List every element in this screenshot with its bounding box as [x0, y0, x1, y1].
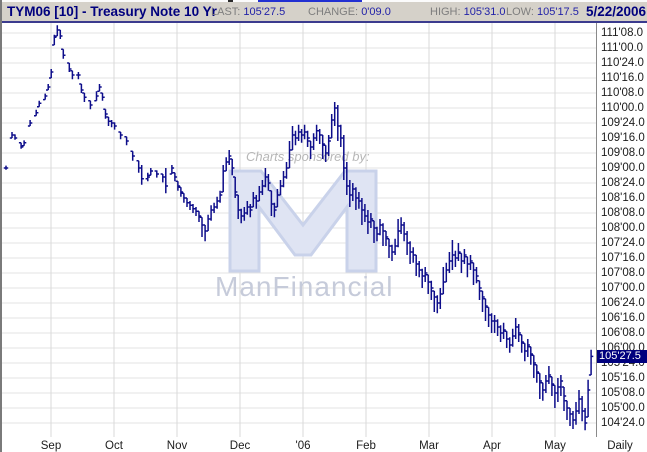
last-price-badge: 105'27.5 [597, 349, 647, 363]
month-label: May [544, 440, 566, 452]
last-value: 105'27.5 [243, 6, 286, 18]
price-axis-label: 109'08.0 [601, 147, 645, 159]
price-axis-label: 107'00.0 [601, 282, 645, 294]
price-axis-label: 105'08.0 [601, 387, 645, 399]
month-label: Sep [40, 440, 62, 452]
top-edge [2, 0, 647, 2]
month-label: Mar [419, 440, 439, 452]
price-axis-label: 107'24.0 [601, 237, 645, 249]
price-axis-label: 106'16.0 [601, 312, 645, 324]
price-axis-label: 109'24.0 [601, 117, 645, 129]
price-axis-label: 108'00.0 [601, 222, 645, 234]
month-label: Apr [483, 440, 501, 452]
high-label: HIGH: [430, 6, 461, 18]
month-label: Feb [356, 440, 376, 452]
stat-last: LAST: 105'27.5 [211, 6, 285, 18]
low-label: LOW: [506, 6, 534, 18]
price-axis-label: 104'24.0 [601, 417, 645, 429]
price-axis-label: 106'24.0 [601, 297, 645, 309]
price-axis-label: 108'24.0 [601, 177, 645, 189]
quote-date: 5/22/2006 [585, 4, 646, 19]
change-label: CHANGE: [308, 6, 359, 18]
price-axis-label: 109'16.0 [601, 132, 645, 144]
price-axis-label: 110'24.0 [601, 57, 644, 69]
price-axis-label: 108'08.0 [601, 207, 645, 219]
month-label: Nov [166, 440, 188, 452]
top-edge-artifact [228, 0, 233, 2]
price-axis-label: 107'16.0 [601, 252, 645, 264]
month-label: Dec [229, 440, 251, 452]
period-daily-label: Daily [607, 440, 633, 452]
symbol-title: TYM06 [10] - Treasury Note 10 Yr [7, 4, 217, 19]
price-axis-label: 109'00.0 [601, 162, 645, 174]
price-axis-label: 111'08.0 [601, 27, 644, 39]
stat-change: CHANGE: 0'09.0 [308, 6, 391, 18]
low-value: 105'17.5 [536, 6, 579, 18]
chart-plot-area[interactable]: Charts sponsored by: ManFinancial [2, 23, 647, 437]
stat-high: HIGH: 105'31.0 [430, 6, 506, 18]
stat-low: LOW: 105'17.5 [506, 6, 579, 18]
quote-header-bar: TYM06 [10] - Treasury Note 10 Yr LAST: 1… [2, 2, 647, 23]
price-axis-label: 111'00.0 [601, 42, 644, 54]
last-label: LAST: [211, 6, 241, 18]
month-label: '06 [295, 440, 311, 452]
price-axis-label: 110'08.0 [601, 87, 644, 99]
price-axis-label: 110'16.0 [601, 72, 644, 84]
price-axis-label: 110'00.0 [601, 102, 644, 114]
price-bars-layer [3, 25, 594, 431]
price-axis-label: 105'00.0 [601, 402, 645, 414]
price-axis-label: 106'08.0 [601, 327, 645, 339]
price-axis-label: 105'16.0 [601, 372, 645, 384]
ohlc-bars [3, 25, 594, 431]
change-value: 0'09.0 [361, 6, 391, 18]
link-underline[interactable] [258, 0, 362, 2]
price-axis-label: 108'16.0 [601, 192, 645, 204]
high-value: 105'31.0 [463, 6, 506, 18]
month-label: Oct [105, 440, 123, 452]
price-axis-label: 107'08.0 [601, 267, 645, 279]
